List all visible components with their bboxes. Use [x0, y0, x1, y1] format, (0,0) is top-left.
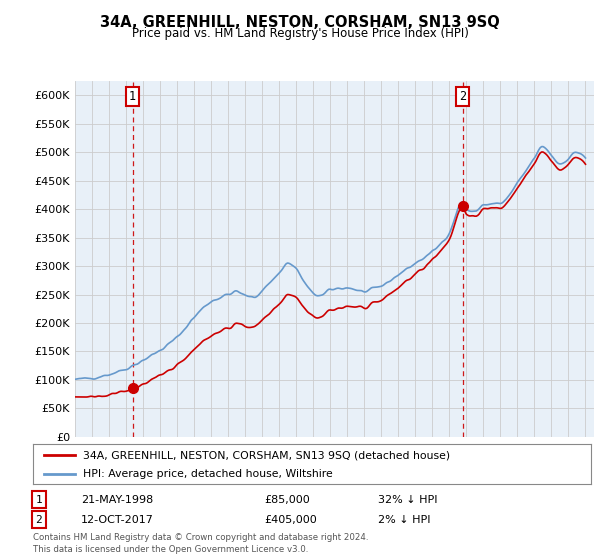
Text: 2: 2: [35, 515, 43, 525]
Text: 12-OCT-2017: 12-OCT-2017: [81, 515, 154, 525]
Text: 34A, GREENHILL, NESTON, CORSHAM, SN13 9SQ: 34A, GREENHILL, NESTON, CORSHAM, SN13 9S…: [100, 15, 500, 30]
Text: HPI: Average price, detached house, Wiltshire: HPI: Average price, detached house, Wilt…: [83, 469, 333, 479]
Text: 32% ↓ HPI: 32% ↓ HPI: [378, 494, 437, 505]
Text: Contains HM Land Registry data © Crown copyright and database right 2024.: Contains HM Land Registry data © Crown c…: [33, 533, 368, 542]
Text: This data is licensed under the Open Government Licence v3.0.: This data is licensed under the Open Gov…: [33, 545, 308, 554]
Text: 2: 2: [459, 90, 466, 103]
Text: 1: 1: [35, 494, 43, 505]
Text: 21-MAY-1998: 21-MAY-1998: [81, 494, 153, 505]
Text: 1: 1: [129, 90, 136, 103]
Text: £405,000: £405,000: [264, 515, 317, 525]
Text: £85,000: £85,000: [264, 494, 310, 505]
Text: Price paid vs. HM Land Registry's House Price Index (HPI): Price paid vs. HM Land Registry's House …: [131, 27, 469, 40]
Text: 34A, GREENHILL, NESTON, CORSHAM, SN13 9SQ (detached house): 34A, GREENHILL, NESTON, CORSHAM, SN13 9S…: [83, 450, 451, 460]
Text: 2% ↓ HPI: 2% ↓ HPI: [378, 515, 431, 525]
